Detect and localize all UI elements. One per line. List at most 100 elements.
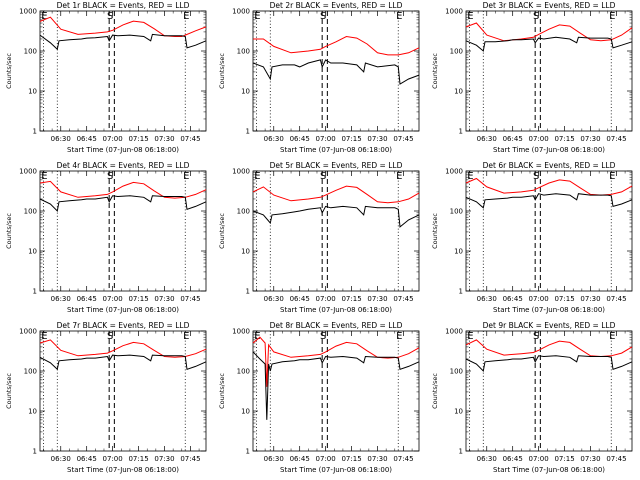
chart-title: Det 8r BLACK = Events, RED = LLD (270, 321, 403, 330)
events-series-line (39, 33, 207, 51)
marker-label: E (183, 331, 189, 342)
y-tick-label: 100 (237, 208, 250, 216)
x-tick-label: 07:30 (580, 135, 600, 143)
marker-label: E (396, 171, 402, 182)
x-tick-label: 06:45 (290, 295, 310, 303)
chart-svg: Det 9r BLACK = Events, RED = LLD Counts/s… (431, 321, 633, 474)
chart-title: Det 9r BLACK = Events, RED = LLD (483, 321, 616, 330)
lld-series-line (465, 339, 633, 358)
x-tick-label: 07:45 (180, 295, 200, 303)
y-tick-label: 10 (454, 248, 463, 256)
x-tick-label: 07:15 (128, 135, 148, 143)
x-tick-label: 07:00 (103, 295, 123, 303)
plot-frame (465, 10, 633, 132)
x-tick-label: 07:15 (341, 455, 361, 463)
marker-label: E (467, 11, 473, 22)
plot-frame (465, 170, 633, 292)
marker-label: E (467, 171, 473, 182)
x-tick-label: 07:00 (103, 135, 123, 143)
x-axis-label: Start Time (07-Jun-08 06:18:00) (67, 306, 179, 314)
plot-frame (252, 10, 420, 132)
plot-frame (252, 170, 420, 292)
y-tick-label: 1000 (19, 328, 37, 336)
x-tick-label: 07:15 (128, 455, 148, 463)
chart-title: Det 7r BLACK = Events, RED = LLD (57, 321, 190, 330)
y-tick-label: 1 (246, 448, 250, 456)
y-tick-label: 100 (450, 48, 463, 56)
y-tick-label: 1 (459, 448, 463, 456)
detector-panel-5: Det 5r BLACK = Events, RED = LLD Counts/s… (213, 160, 426, 320)
x-tick-label: 07:45 (606, 135, 626, 143)
x-tick-label: 07:45 (393, 135, 413, 143)
x-tick-label: 07:30 (367, 135, 387, 143)
y-tick-label: 100 (24, 208, 37, 216)
x-tick-label: 07:00 (529, 295, 549, 303)
y-tick-label: 1 (33, 128, 37, 136)
chart-svg: Det 1r BLACK = Events, RED = LLD Counts/s… (5, 1, 207, 154)
x-axis-label: Start Time (07-Jun-08 06:18:00) (493, 146, 605, 154)
x-tick-label: 06:30 (264, 455, 284, 463)
chart-title: Det 6r BLACK = Events, RED = LLD (483, 161, 616, 170)
x-tick-label: 06:30 (264, 295, 284, 303)
chart-svg: Det 2r BLACK = Events, RED = LLD Counts/s… (218, 1, 420, 154)
marker-label: S (320, 171, 326, 182)
chart-svg: Det 6r BLACK = Events, RED = LLD Counts/s… (431, 161, 633, 314)
y-axis-label: Counts/sec (218, 213, 226, 249)
y-tick-label: 1000 (19, 8, 37, 16)
x-tick-label: 06:30 (51, 455, 71, 463)
y-axis-label: Counts/sec (431, 53, 439, 89)
x-tick-label: 07:15 (341, 295, 361, 303)
chart-svg: Det 5r BLACK = Events, RED = LLD Counts/s… (218, 161, 420, 314)
marker-label: S (320, 331, 326, 342)
x-tick-label: 07:30 (367, 295, 387, 303)
marker-label: E (396, 331, 402, 342)
x-tick-label: 07:45 (180, 135, 200, 143)
y-tick-label: 1 (459, 128, 463, 136)
x-tick-label: 06:45 (290, 135, 310, 143)
chart-title: Det 3r BLACK = Events, RED = LLD (483, 1, 616, 10)
x-tick-label: 06:30 (477, 295, 497, 303)
y-axis-label: Counts/sec (5, 213, 13, 249)
x-tick-label: 07:00 (529, 135, 549, 143)
marker-label: S (107, 331, 113, 342)
marker-label: E (41, 11, 47, 22)
x-tick-label: 06:30 (51, 295, 71, 303)
lld-series-line (39, 339, 207, 358)
x-tick-label: 06:45 (503, 295, 523, 303)
marker-label: E (41, 331, 47, 342)
chart-title: Det 1r BLACK = Events, RED = LLD (57, 1, 190, 10)
x-tick-label: 07:30 (580, 455, 600, 463)
plot-frame (39, 10, 207, 132)
marker-label: E (254, 11, 260, 22)
lld-series-line (465, 177, 633, 196)
x-tick-label: 07:30 (580, 295, 600, 303)
x-tick-label: 07:45 (393, 455, 413, 463)
x-tick-label: 07:30 (154, 295, 174, 303)
plot-frame (39, 170, 207, 292)
x-tick-label: 07:30 (154, 135, 174, 143)
y-tick-label: 10 (28, 408, 37, 416)
x-axis-label: Start Time (07-Jun-08 06:18:00) (67, 466, 179, 474)
events-series-line (465, 193, 633, 209)
lld-series-line (39, 16, 207, 37)
y-tick-label: 1000 (232, 168, 250, 176)
x-tick-label: 07:00 (529, 455, 549, 463)
x-tick-label: 07:45 (180, 455, 200, 463)
chart-title: Det 2r BLACK = Events, RED = LLD (270, 1, 403, 10)
x-tick-label: 06:30 (51, 135, 71, 143)
y-tick-label: 1000 (445, 328, 463, 336)
events-series-line (465, 355, 633, 373)
events-series-line (465, 36, 633, 52)
y-tick-label: 10 (454, 408, 463, 416)
events-series-line (39, 354, 207, 371)
detector-panel-3: Det 3r BLACK = Events, RED = LLD Counts/s… (426, 0, 639, 160)
y-tick-label: 100 (450, 368, 463, 376)
chart-title: Det 5r BLACK = Events, RED = LLD (270, 161, 403, 170)
lld-series-line (465, 22, 633, 42)
y-axis-label: Counts/sec (431, 213, 439, 249)
x-axis-label: Start Time (07-Jun-08 06:18:00) (280, 146, 392, 154)
x-tick-label: 07:15 (554, 135, 574, 143)
detector-panel-1: Det 1r BLACK = Events, RED = LLD Counts/s… (0, 0, 213, 160)
y-tick-label: 1000 (232, 8, 250, 16)
lld-series-line (252, 336, 420, 387)
